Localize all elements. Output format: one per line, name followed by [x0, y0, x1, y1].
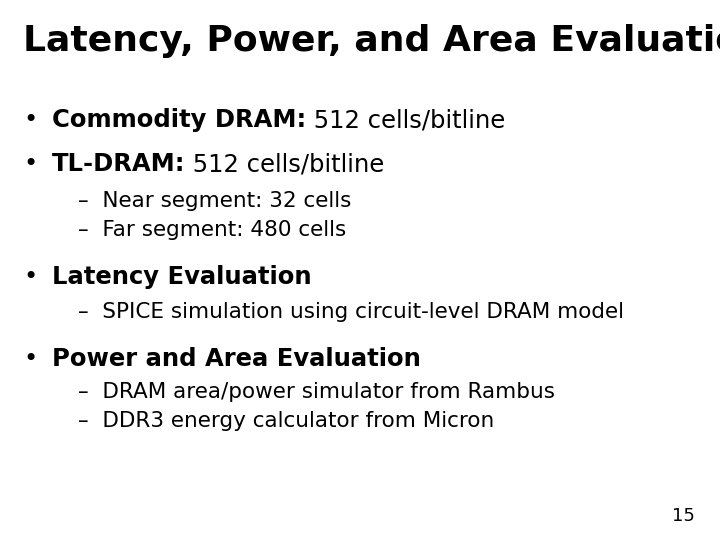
Text: 512 cells/bitline: 512 cells/bitline — [185, 152, 384, 176]
Text: •: • — [23, 108, 37, 132]
Text: 15: 15 — [672, 507, 695, 525]
Text: Latency, Power, and Area Evaluation: Latency, Power, and Area Evaluation — [23, 24, 720, 58]
Text: •: • — [23, 265, 37, 288]
Text: Commodity DRAM:: Commodity DRAM: — [52, 108, 306, 132]
Text: 512 cells/bitline: 512 cells/bitline — [306, 108, 505, 132]
Text: •: • — [23, 152, 37, 176]
Text: •: • — [23, 347, 37, 370]
Text: Latency Evaluation: Latency Evaluation — [52, 265, 312, 288]
Text: –  DRAM area/power simulator from Rambus: – DRAM area/power simulator from Rambus — [78, 382, 554, 402]
Text: –  Near segment: 32 cells: – Near segment: 32 cells — [78, 191, 351, 211]
Text: –  Far segment: 480 cells: – Far segment: 480 cells — [78, 220, 346, 240]
Text: TL-DRAM:: TL-DRAM: — [52, 152, 185, 176]
Text: –  DDR3 energy calculator from Micron: – DDR3 energy calculator from Micron — [78, 411, 494, 431]
Text: –  SPICE simulation using circuit-level DRAM model: – SPICE simulation using circuit-level D… — [78, 302, 624, 322]
Text: Power and Area Evaluation: Power and Area Evaluation — [52, 347, 420, 370]
